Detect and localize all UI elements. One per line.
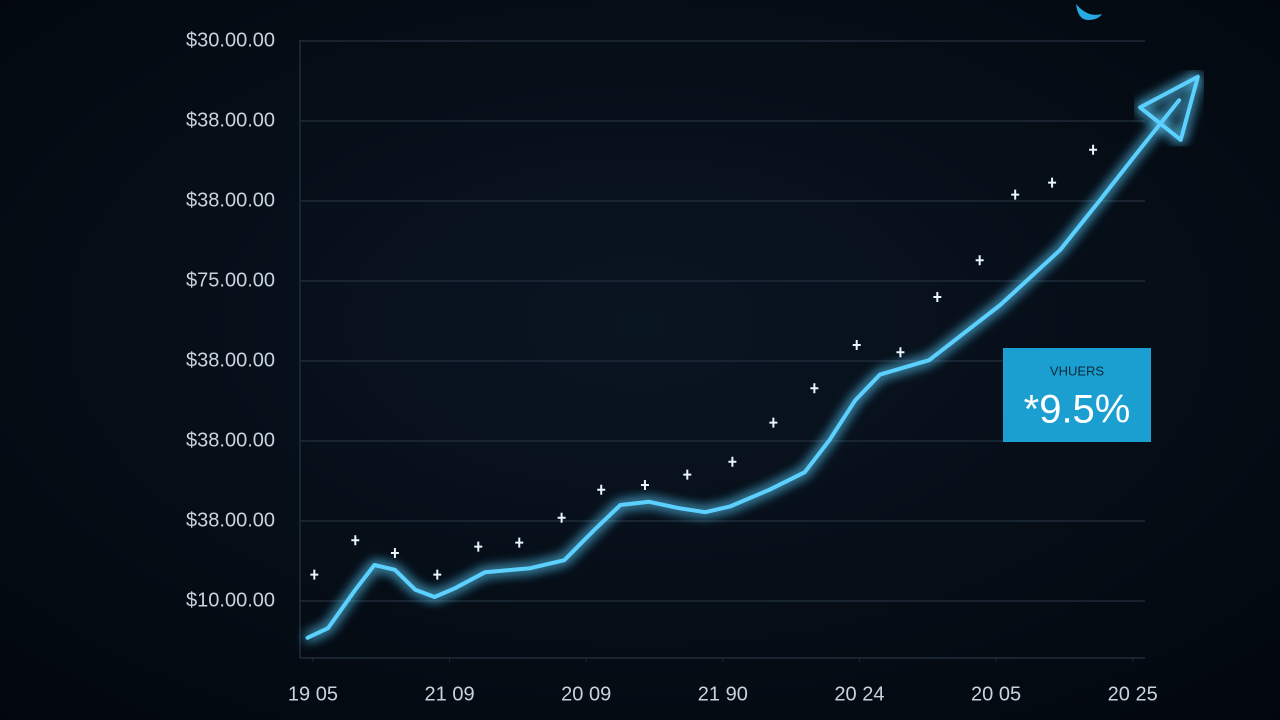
badge-label: VHUERS <box>1050 363 1105 378</box>
y-tick-label: $38.00.00 <box>186 349 275 371</box>
marker <box>310 569 319 580</box>
marker <box>1011 189 1020 200</box>
x-tick-label: 20 09 <box>561 683 611 705</box>
badge-value: *9.5% <box>1024 388 1131 432</box>
x-tick-label: 20 25 <box>1108 683 1158 705</box>
x-tick-label: 21 90 <box>698 683 748 705</box>
marker <box>933 292 942 302</box>
y-tick-label: $38.00.00 <box>186 509 275 531</box>
x-tick-label: 20 24 <box>834 683 884 705</box>
marker <box>810 383 819 394</box>
y-tick-label: $75.00.00 <box>186 269 275 291</box>
marker <box>390 548 399 558</box>
marker <box>896 347 905 358</box>
marker <box>1048 177 1057 188</box>
logo <box>1076 4 1102 20</box>
badge <box>1003 348 1151 442</box>
marker <box>975 255 984 266</box>
marker <box>474 541 483 552</box>
marker <box>433 569 442 580</box>
line <box>305 98 1182 640</box>
marker <box>852 340 861 350</box>
y-tick-label: $38.00.00 <box>186 189 275 211</box>
marker <box>351 535 360 546</box>
marker <box>515 537 524 548</box>
marker <box>728 456 737 467</box>
marker <box>683 469 692 480</box>
marker <box>1089 144 1098 155</box>
x-tick-label: 19 05 <box>288 683 338 705</box>
arrow-head <box>1138 74 1200 142</box>
x-tick-label: 20 05 <box>971 683 1021 705</box>
marker <box>769 417 778 428</box>
marker <box>640 480 649 490</box>
marker <box>557 512 566 523</box>
y-tick-label: $38.00.00 <box>186 109 275 131</box>
y-tick-label: $10.00.00 <box>186 589 275 611</box>
y-tick-label: $38.00.00 <box>186 429 275 451</box>
x-tick-label: 21 09 <box>425 683 475 705</box>
y-tick-label: $30.00.00 <box>186 29 275 51</box>
marker <box>597 484 606 495</box>
